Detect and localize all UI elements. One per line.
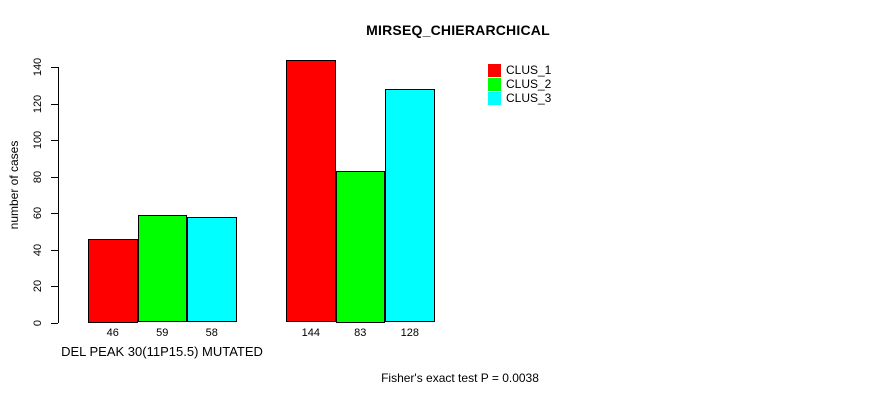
y-tick-label: 100 — [32, 130, 44, 150]
legend-label: CLUS_3 — [506, 91, 552, 105]
bar-clus_3-group1 — [187, 216, 237, 323]
chart-title: MIRSEQ_CHIERARCHICAL — [366, 22, 550, 38]
legend-swatch-icon — [488, 63, 501, 77]
bar-clus_3-group2 — [385, 88, 435, 323]
legend-swatch-icon — [488, 77, 501, 91]
y-axis-line — [58, 67, 59, 323]
fisher-test-annotation: Fisher's exact test P = 0.0038 — [381, 371, 539, 385]
y-tick-mark — [51, 286, 58, 287]
bar-clus_2-group1 — [137, 214, 187, 323]
y-tick-label: 80 — [32, 170, 44, 183]
y-tick-mark — [51, 67, 58, 68]
bar-value-label: 59 — [156, 327, 169, 339]
bar-value-label: 144 — [301, 327, 320, 339]
legend-row: CLUS_3 — [488, 91, 551, 105]
y-tick-mark — [51, 322, 58, 324]
bar-value-label: 58 — [205, 327, 218, 339]
y-tick-mark — [51, 213, 58, 214]
bar-value-label: 128 — [400, 327, 419, 339]
y-tick-label: 40 — [32, 243, 44, 256]
y-axis-label: number of cases — [7, 140, 21, 230]
x-category-label: DEL PEAK 30(11P15.5) MUTATED — [61, 344, 263, 359]
y-tick-mark — [51, 140, 58, 141]
legend-row: CLUS_2 — [488, 77, 551, 91]
y-tick-mark — [51, 176, 58, 178]
legend-swatch-icon — [488, 91, 501, 105]
bar-value-label: 46 — [106, 327, 119, 339]
y-tick-label: 0 — [32, 319, 44, 326]
bar-clus_1-group2 — [286, 59, 336, 323]
y-tick-label: 20 — [32, 279, 44, 293]
y-tick-mark — [51, 249, 58, 251]
y-tick-label: 60 — [32, 206, 44, 220]
bar-clus_2-group2 — [335, 171, 385, 323]
bar-value-label: 83 — [354, 327, 367, 339]
legend-label: CLUS_2 — [506, 77, 552, 91]
legend-row: CLUS_1 — [488, 63, 551, 77]
legend: CLUS_1 CLUS_2 CLUS_3 — [488, 63, 551, 105]
y-tick-mark — [51, 103, 58, 105]
y-tick-label: 120 — [32, 94, 44, 113]
y-tick-label: 140 — [32, 57, 44, 77]
legend-label: CLUS_1 — [506, 63, 552, 77]
bar-clus_1-group1 — [88, 238, 138, 323]
